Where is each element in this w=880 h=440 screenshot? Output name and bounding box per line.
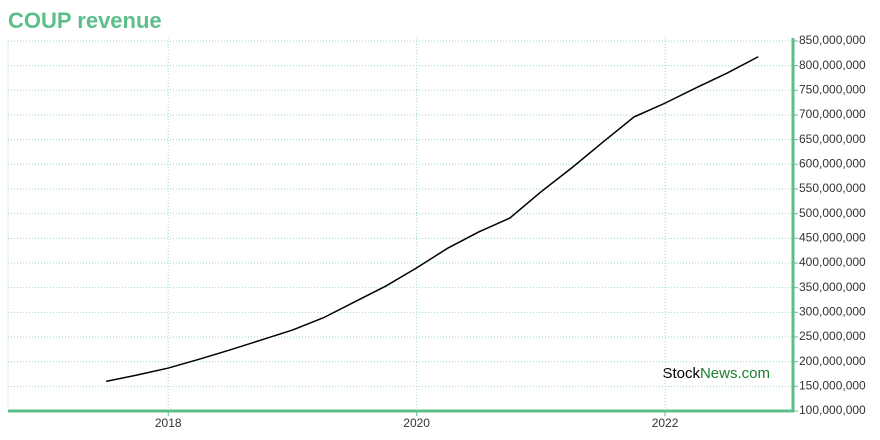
watermark: StockNews.com — [662, 365, 770, 382]
y-tick-label: 250,000,000 — [799, 329, 866, 343]
y-tick-label: 350,000,000 — [799, 280, 866, 294]
y-tick-label: 150,000,000 — [799, 379, 866, 393]
y-tick-label: 500,000,000 — [799, 206, 866, 220]
x-tick-label: 2020 — [403, 416, 430, 430]
y-tick-label: 650,000,000 — [799, 132, 866, 146]
x-tick-label: 2022 — [652, 416, 679, 430]
y-tick-label: 450,000,000 — [799, 230, 866, 244]
y-tick-label: 850,000,000 — [799, 33, 866, 47]
x-tick-label: 2018 — [155, 416, 182, 430]
y-tick-label: 600,000,000 — [799, 156, 866, 170]
watermark-part: Stock — [662, 365, 700, 382]
y-tick-label: 300,000,000 — [799, 304, 866, 318]
watermark-part: .com — [737, 365, 770, 382]
y-tick-label: 800,000,000 — [799, 58, 866, 72]
y-tick-label: 750,000,000 — [799, 82, 866, 96]
y-tick-label: 700,000,000 — [799, 107, 866, 121]
y-tick-label: 100,000,000 — [799, 403, 866, 417]
line-series — [105, 56, 759, 383]
y-tick-label: 550,000,000 — [799, 181, 866, 195]
chart-title: COUP revenue — [8, 8, 162, 33]
y-tick-label: 400,000,000 — [799, 255, 866, 269]
y-tick-label: 200,000,000 — [799, 354, 866, 368]
watermark-part: News — [700, 365, 738, 382]
